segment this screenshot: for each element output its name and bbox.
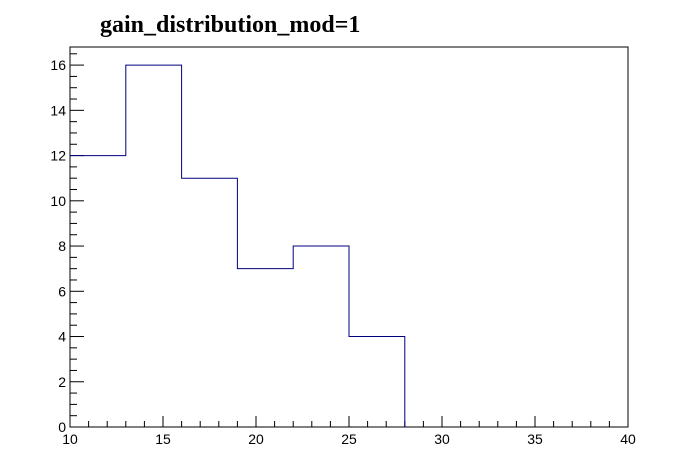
y-tick-label: 16 [50,57,66,73]
histogram-bin [126,65,182,427]
y-tick-label: 8 [58,238,66,254]
x-axis: 10 15 20 25 30 35 40 [62,416,636,447]
y-tick-label: 4 [58,329,66,345]
histogram-bin [237,269,293,427]
x-tick-label: 20 [248,431,264,447]
histogram-outline [70,64,406,427]
histogram-bin [182,178,238,427]
y-tick-label: 12 [50,148,66,164]
x-tick-label: 40 [620,431,636,447]
histogram-bin [349,337,405,427]
histogram-bin [293,246,349,427]
y-tick-label: 0 [58,419,66,435]
x-tick-label: 35 [527,431,543,447]
plot-frame [69,46,629,428]
chart-title: gain_distribution_mod=1 [100,12,360,38]
x-tick-label: 25 [341,431,357,447]
x-tick-label: 10 [62,431,78,447]
x-tick-label: 30 [434,431,450,447]
y-tick-label: 6 [58,283,66,299]
y-tick-label: 2 [58,374,66,390]
y-tick-label: 14 [50,102,66,118]
x-tick-label: 15 [155,431,171,447]
y-axis: 0 2 4 6 8 10 12 14 16 [50,53,84,435]
y-tick-label: 10 [50,193,66,209]
